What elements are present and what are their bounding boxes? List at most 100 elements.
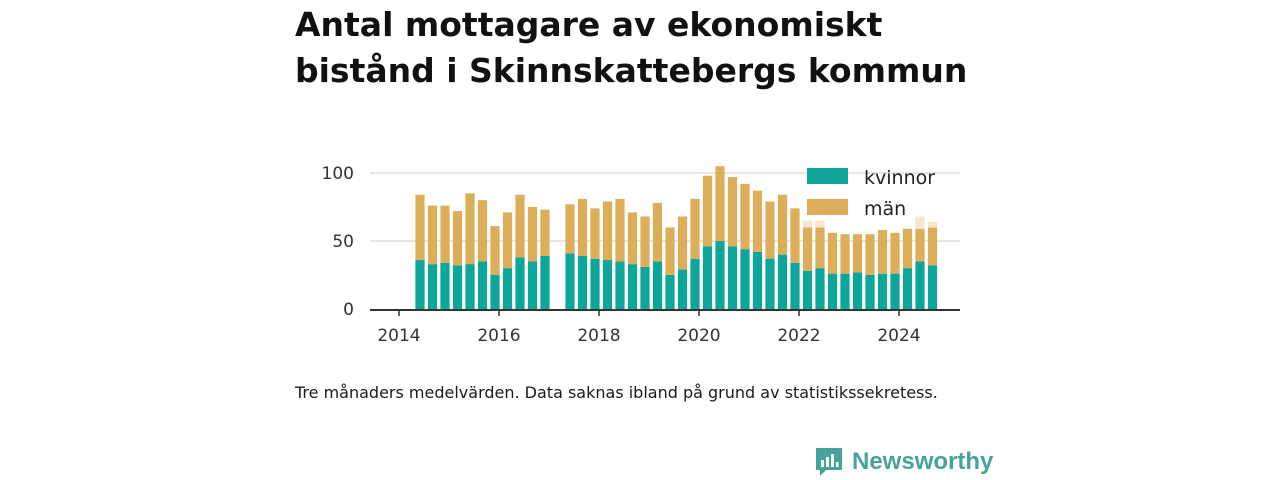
bar-kvinnor	[590, 258, 600, 309]
bar-kvinnor	[752, 251, 763, 309]
bar-kvinnor	[477, 261, 488, 309]
bar-man	[477, 200, 488, 262]
bar-kvinnor	[490, 275, 500, 309]
bar-man	[415, 194, 425, 261]
bar-man	[627, 212, 638, 265]
bar-kvinnor	[677, 269, 688, 309]
bar-man	[440, 205, 450, 263]
bar-man-uncertain	[915, 216, 925, 229]
bar-man	[652, 202, 663, 262]
bar-man	[690, 198, 700, 259]
x-tick-label: 2014	[377, 326, 420, 346]
bar-kvinnor	[852, 272, 863, 309]
bar-man	[490, 226, 500, 275]
bar-man	[427, 205, 438, 265]
bar-man	[752, 190, 763, 252]
bar-kvinnor	[527, 261, 538, 309]
y-axis: 0 50 100	[322, 164, 354, 320]
bar-kvinnor	[777, 254, 788, 309]
bar-kvinnor	[902, 268, 913, 309]
bar-man	[527, 207, 538, 262]
bar-man	[540, 209, 550, 256]
bar-chart: 2014 2016 2018 2020 2022 2024 0 50 100 kvinnor …	[322, 164, 960, 346]
bar-man	[765, 201, 775, 259]
bar-man	[890, 232, 900, 274]
bar-kvinnor	[452, 265, 463, 309]
y-tick-label: 50	[332, 232, 354, 252]
legend-label-man: män	[864, 198, 906, 220]
bar-kvinnor	[640, 266, 650, 309]
bar-man	[577, 198, 588, 256]
legend-label-kvinnor: kvinnor	[864, 167, 935, 189]
bar-kvinnor	[790, 262, 800, 309]
bar-kvinnor	[802, 270, 813, 309]
x-tick-label: 2020	[677, 326, 720, 346]
bar-kvinnor	[702, 246, 713, 309]
bar-kvinnor	[440, 262, 450, 309]
bar-kvinnor	[427, 264, 438, 309]
bar-kvinnor	[577, 255, 588, 309]
bar-man	[590, 208, 600, 259]
bar-kvinnor	[765, 258, 775, 309]
bar-kvinnor	[927, 265, 938, 309]
bar-kvinnor	[652, 261, 663, 309]
bar-man	[790, 208, 800, 263]
x-tick-label: 2022	[777, 326, 820, 346]
bar-man	[877, 230, 888, 274]
bar-man	[852, 234, 863, 273]
bars	[415, 166, 938, 309]
bar-kvinnor	[740, 249, 750, 309]
legend: kvinnor män	[807, 167, 935, 220]
bar-man	[840, 234, 850, 274]
bar-man	[915, 228, 925, 262]
y-tick-label: 100	[322, 164, 354, 184]
x-tick-label: 2024	[877, 326, 920, 346]
bar-man	[865, 234, 875, 275]
bar-man	[515, 194, 525, 258]
bar-kvinnor	[715, 241, 725, 309]
bar-kvinnor	[815, 268, 825, 309]
bar-kvinnor	[565, 253, 575, 309]
bar-man	[827, 232, 838, 274]
bar-man	[452, 211, 463, 266]
y-tick-label: 0	[343, 300, 354, 320]
bar-man	[740, 183, 750, 250]
brand-name: Newsworthy	[852, 448, 994, 475]
bar-kvinnor	[877, 273, 888, 309]
bar-man	[602, 201, 613, 261]
bar-man	[677, 216, 688, 270]
bar-kvinnor	[515, 257, 525, 309]
x-axis: 2014 2016 2018 2020 2022 2024	[370, 309, 960, 346]
bar-kvinnor	[727, 246, 738, 309]
newsworthy-logo-icon	[816, 448, 842, 476]
bar-kvinnor	[827, 273, 838, 309]
bar-man	[615, 198, 625, 262]
bar-kvinnor	[915, 261, 925, 309]
bar-man	[702, 175, 713, 247]
bar-man	[815, 227, 825, 269]
bar-kvinnor	[540, 255, 550, 309]
bar-man	[777, 194, 788, 255]
bar-kvinnor	[665, 275, 675, 309]
bar-kvinnor	[890, 273, 900, 309]
bar-kvinnor	[602, 260, 613, 309]
brand-logo[interactable]: Newsworthy	[814, 446, 993, 478]
bar-man	[565, 204, 575, 254]
bar-man-uncertain	[815, 220, 825, 228]
bar-kvinnor	[627, 264, 638, 309]
chart-caption: Tre månaders medelvärden. Data saknas ib…	[295, 383, 938, 402]
chart-title: Antal mottagare av ekonomiskt bistånd i …	[295, 5, 968, 90]
bar-man	[502, 212, 513, 269]
bar-kvinnor	[690, 258, 700, 309]
bar-kvinnor	[840, 273, 850, 309]
bar-man	[715, 166, 725, 241]
bar-kvinnor	[465, 264, 475, 309]
x-tick-label: 2018	[577, 326, 620, 346]
legend-swatch-kvinnor	[807, 168, 848, 184]
bar-man-uncertain	[802, 220, 813, 228]
bar-man	[665, 227, 675, 275]
bar-man-uncertain	[927, 221, 938, 228]
legend-swatch-man	[807, 199, 848, 215]
bar-kvinnor	[415, 260, 425, 309]
bar-man	[727, 177, 738, 247]
